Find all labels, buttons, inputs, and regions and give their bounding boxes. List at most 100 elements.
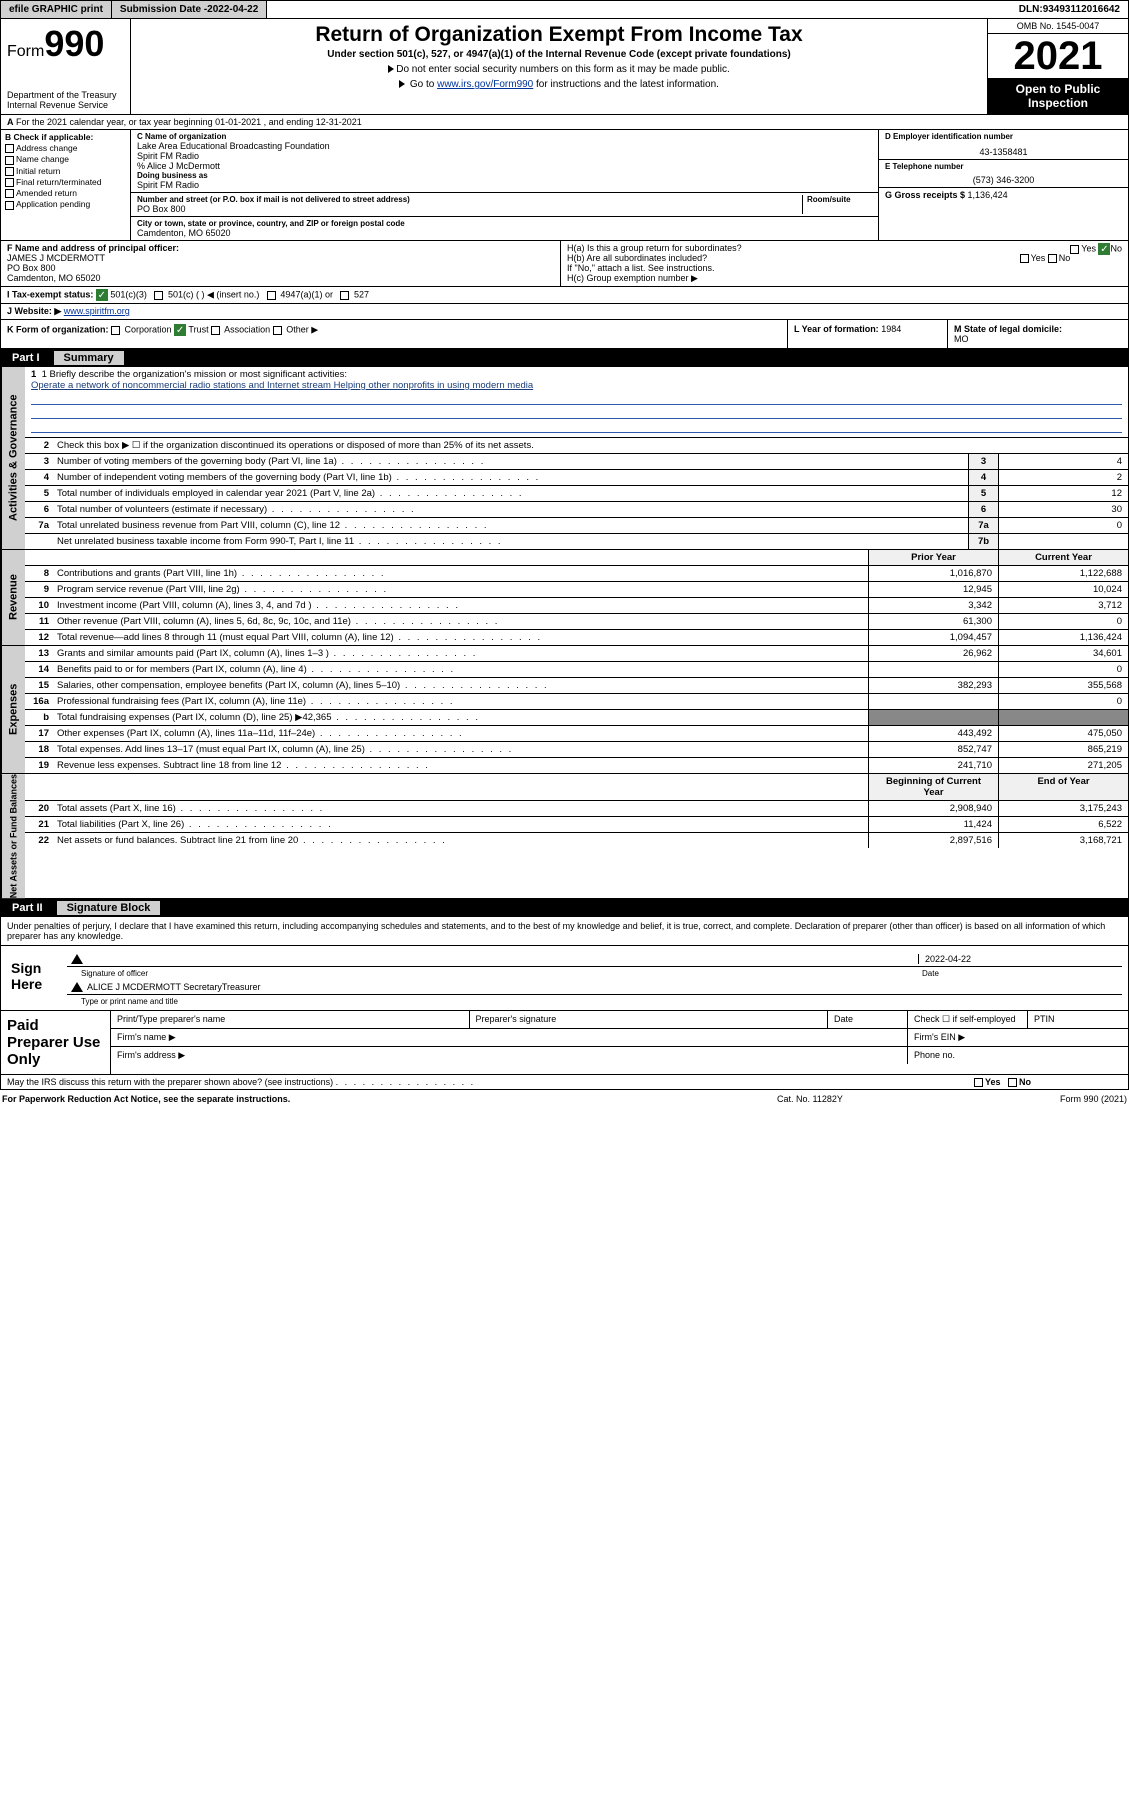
shaded [868, 710, 998, 725]
line-num: 6 [25, 502, 53, 517]
data-line: 11Other revenue (Part VIII, column (A), … [25, 614, 1128, 630]
discuss-no-checkbox[interactable] [1008, 1078, 1017, 1087]
checkbox[interactable] [5, 178, 14, 187]
mission-label: 1 Briefly describe the organization's mi… [42, 369, 347, 380]
discuss-yes-checkbox[interactable] [974, 1078, 983, 1087]
line-num [25, 534, 53, 549]
current-val: 355,568 [998, 678, 1128, 693]
current-val: 271,205 [998, 758, 1128, 773]
line-num: 21 [25, 817, 53, 832]
paid-preparer-label: Paid Preparer Use Only [1, 1011, 111, 1074]
hb-yes-checkbox[interactable] [1020, 254, 1029, 263]
current-val: 1,136,424 [998, 630, 1128, 645]
line-desc: Check this box ▶ ☐ if the organization d… [53, 438, 1128, 453]
data-line: bTotal fundraising expenses (Part IX, co… [25, 710, 1128, 726]
checkbox[interactable] [5, 167, 14, 176]
phone: (573) 346-3200 [885, 175, 1122, 185]
line-desc: Contributions and grants (Part VIII, lin… [53, 566, 868, 581]
prior-val: 11,424 [868, 817, 998, 832]
data-line: 19Revenue less expenses. Subtract line 1… [25, 758, 1128, 773]
arrow-icon [71, 982, 83, 992]
line-num: 20 [25, 801, 53, 816]
arrow-icon [71, 954, 83, 964]
gov-line: 5Total number of individuals employed in… [25, 486, 1128, 502]
colb-item: Application pending [5, 199, 126, 209]
city: Camdenton, MO 65020 [137, 228, 872, 238]
other-checkbox[interactable] [273, 326, 282, 335]
sign-here-label: Sign Here [7, 950, 67, 1006]
revenue-body: Prior Year Current Year 8Contributions a… [25, 550, 1128, 645]
top-bar: efile GRAPHIC print Submission Date - 20… [0, 0, 1129, 19]
527-checkbox[interactable] [340, 291, 349, 300]
trust-checkbox[interactable]: ✓ [174, 324, 186, 336]
line-box: 6 [968, 502, 998, 517]
irs-link[interactable]: www.irs.gov/Form990 [437, 79, 533, 90]
sign-date: 2022-04-22 [918, 954, 1118, 964]
prior-val [868, 662, 998, 677]
part1-num: Part I [6, 352, 46, 364]
ha-no-checkbox[interactable]: ✓ [1098, 243, 1110, 255]
hb-label: H(b) Are all subordinates included? [567, 253, 707, 263]
prior-val: 26,962 [868, 646, 998, 661]
omb-number: OMB No. 1545-0047 [988, 19, 1128, 34]
efile-print-button[interactable]: efile GRAPHIC print [1, 1, 112, 18]
phone-label: E Telephone number [885, 162, 1122, 171]
dba-label: Doing business as [137, 171, 872, 180]
line-num: 13 [25, 646, 53, 661]
line-desc: Total fundraising expenses (Part IX, col… [53, 710, 868, 725]
prior-val: 1,016,870 [868, 566, 998, 581]
line-box: 3 [968, 454, 998, 469]
open-inspection: Open to Public Inspection [988, 78, 1128, 114]
line-num: 8 [25, 566, 53, 581]
gov-line: 7aTotal unrelated business revenue from … [25, 518, 1128, 534]
city-cell: City or town, state or province, country… [131, 217, 878, 240]
current-val: 3,712 [998, 598, 1128, 613]
line-desc: Program service revenue (Part VIII, line… [53, 582, 868, 597]
hb-no-checkbox[interactable] [1048, 254, 1057, 263]
current-val: 34,601 [998, 646, 1128, 661]
4947-checkbox[interactable] [267, 291, 276, 300]
ptin-hdr: PTIN [1028, 1011, 1128, 1028]
prior-val: 61,300 [868, 614, 998, 629]
corp-checkbox[interactable] [111, 326, 120, 335]
line-desc: Number of voting members of the governin… [53, 454, 968, 469]
part1-title: Summary [54, 351, 124, 365]
hb-note: If "No," attach a list. See instructions… [567, 263, 1122, 273]
submission-date: 2022-04-22 [207, 4, 258, 15]
checkbox[interactable] [5, 144, 14, 153]
ha-label: H(a) Is this a group return for subordin… [567, 243, 742, 253]
sig-name-line: ALICE J MCDERMOTT SecretaryTreasurer [67, 980, 1122, 995]
checkbox[interactable] [5, 189, 14, 198]
firm-phone: Phone no. [908, 1047, 1128, 1064]
sig-label: Signature of officer [67, 969, 922, 978]
addr-label: Number and street (or P.O. box if mail i… [137, 195, 802, 204]
501c3-checkbox[interactable]: ✓ [96, 289, 108, 301]
section-expenses: Expenses 13Grants and similar amounts pa… [0, 646, 1129, 774]
sign-fields: 2022-04-22 Signature of officer Date ALI… [67, 950, 1122, 1006]
blank [53, 774, 868, 800]
checkbox[interactable] [5, 156, 14, 165]
gov-line: 3Number of voting members of the governi… [25, 454, 1128, 470]
room-label: Room/suite [807, 195, 872, 204]
assoc-checkbox[interactable] [211, 326, 220, 335]
prior-year-hdr: Prior Year [868, 550, 998, 565]
checkbox[interactable] [5, 201, 14, 210]
line-num: 5 [25, 486, 53, 501]
current-val: 0 [998, 694, 1128, 709]
line-val: 12 [998, 486, 1128, 501]
firm-ein: Firm's EIN ▶ [908, 1029, 1128, 1046]
line-num: 18 [25, 742, 53, 757]
data-line: 10Investment income (Part VIII, column (… [25, 598, 1128, 614]
colb-item: Name change [5, 154, 126, 164]
line-num: 9 [25, 582, 53, 597]
current-year-hdr: Current Year [998, 550, 1128, 565]
col-c-org-info: C Name of organization Lake Area Educati… [131, 130, 878, 240]
ha-yes-checkbox[interactable] [1070, 245, 1079, 254]
header-center: Return of Organization Exempt From Incom… [131, 19, 988, 114]
line-num: 22 [25, 833, 53, 848]
dln-value: 93493112016642 [1043, 4, 1120, 15]
website-link[interactable]: www.spiritfm.org [64, 306, 130, 316]
data-line: 8Contributions and grants (Part VIII, li… [25, 566, 1128, 582]
501c-checkbox[interactable] [154, 291, 163, 300]
arrow-icon [399, 80, 405, 88]
